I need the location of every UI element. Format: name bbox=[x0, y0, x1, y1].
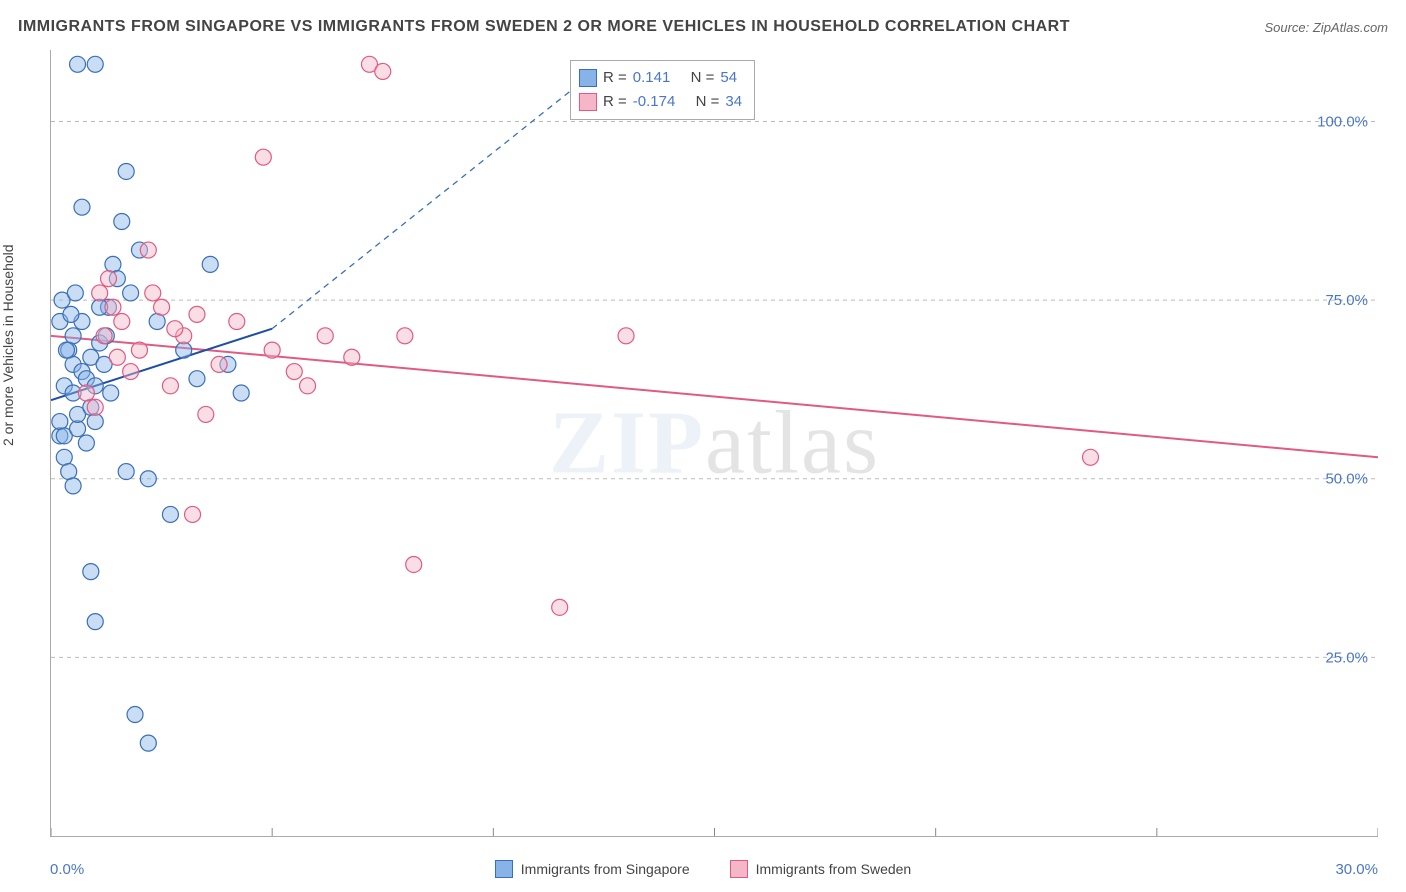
plot-area: 25.0%50.0%75.0%100.0% ZIPatlas bbox=[50, 50, 1378, 837]
svg-text:50.0%: 50.0% bbox=[1325, 471, 1368, 488]
series-swatch-1 bbox=[579, 93, 597, 111]
legend-item-1: Immigrants from Sweden bbox=[730, 860, 912, 878]
svg-text:25.0%: 25.0% bbox=[1325, 649, 1368, 666]
n-value-1: 34 bbox=[725, 90, 742, 114]
legend-item-0: Immigrants from Singapore bbox=[495, 860, 690, 878]
series-swatch-0 bbox=[579, 69, 597, 87]
stats-row-series-1: R = -0.174 N = 34 bbox=[579, 90, 742, 114]
stats-legend-box: R = 0.141 N = 54 R = -0.174 N = 34 bbox=[570, 60, 755, 120]
svg-text:75.0%: 75.0% bbox=[1325, 292, 1368, 309]
chart-title: IMMIGRANTS FROM SINGAPORE VS IMMIGRANTS … bbox=[18, 18, 1070, 36]
source-attribution: Source: ZipAtlas.com bbox=[1264, 20, 1388, 35]
n-label: N = bbox=[691, 66, 715, 90]
legend-label-1: Immigrants from Sweden bbox=[756, 861, 912, 877]
r-label: R = bbox=[603, 66, 627, 90]
r-label: R = bbox=[603, 90, 627, 114]
y-axis-label: 2 or more Vehicles in Household bbox=[0, 244, 16, 446]
legend-label-0: Immigrants from Singapore bbox=[521, 861, 690, 877]
title-bar: IMMIGRANTS FROM SINGAPORE VS IMMIGRANTS … bbox=[18, 18, 1388, 36]
legend-swatch-1 bbox=[730, 860, 748, 878]
n-value-0: 54 bbox=[720, 66, 737, 90]
scatter-plot-svg: 25.0% 50.0% 75.0% 100.0% bbox=[51, 50, 1378, 836]
svg-text:100.0%: 100.0% bbox=[1317, 113, 1368, 130]
stats-row-series-0: R = 0.141 N = 54 bbox=[579, 66, 742, 90]
bottom-legend: Immigrants from Singapore Immigrants fro… bbox=[0, 860, 1406, 878]
r-value-0: 0.141 bbox=[633, 66, 671, 90]
n-label: N = bbox=[696, 90, 720, 114]
r-value-1: -0.174 bbox=[633, 90, 676, 114]
legend-swatch-0 bbox=[495, 860, 513, 878]
